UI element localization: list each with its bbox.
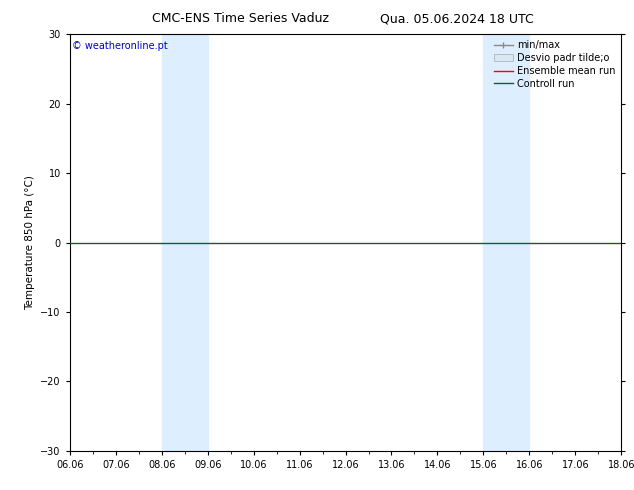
Text: CMC-ENS Time Series Vaduz: CMC-ENS Time Series Vaduz bbox=[152, 12, 330, 25]
Bar bbox=[162, 34, 184, 451]
Bar bbox=[184, 34, 207, 451]
Legend: min/max, Desvio padr tilde;o, Ensemble mean run, Controll run: min/max, Desvio padr tilde;o, Ensemble m… bbox=[489, 36, 619, 93]
Bar bbox=[507, 34, 529, 451]
Y-axis label: Temperature 850 hPa (°C): Temperature 850 hPa (°C) bbox=[25, 175, 35, 310]
Text: © weatheronline.pt: © weatheronline.pt bbox=[72, 41, 168, 50]
Bar bbox=[483, 34, 507, 451]
Text: Qua. 05.06.2024 18 UTC: Qua. 05.06.2024 18 UTC bbox=[380, 12, 533, 25]
